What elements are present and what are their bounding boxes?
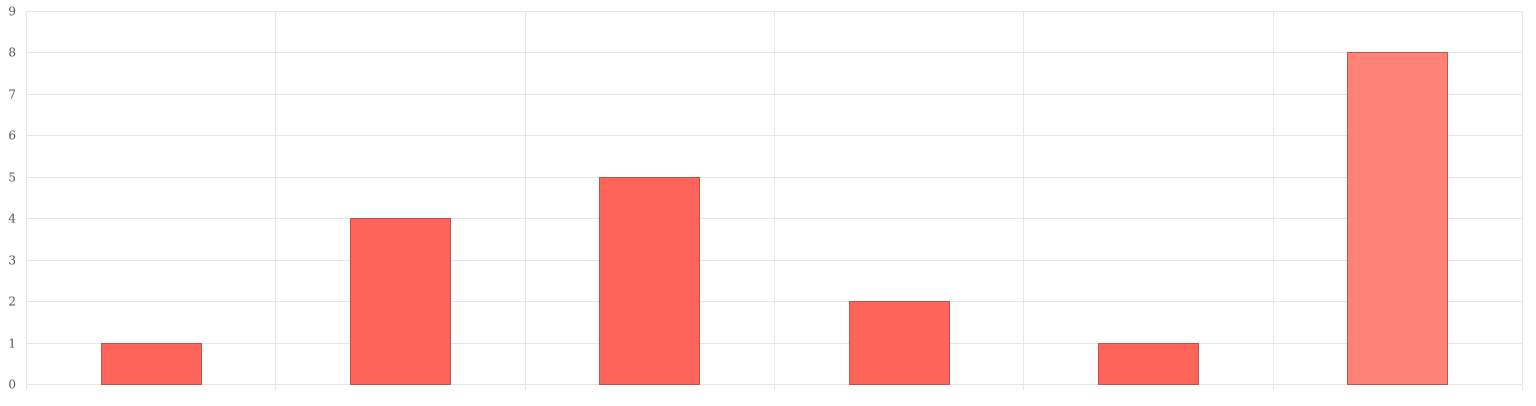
y-tick-label: 0 [8, 378, 16, 392]
bar-2[interactable] [350, 218, 451, 385]
y-tick-label: 8 [8, 46, 16, 60]
y-tick-label: 5 [8, 171, 16, 185]
y-tick-label: 2 [8, 295, 16, 309]
y-tick-label: 9 [8, 5, 16, 19]
bar-6[interactable] [1347, 52, 1448, 385]
y-tick-label: 4 [8, 212, 16, 226]
bar-5[interactable] [1098, 343, 1199, 385]
bar-1[interactable] [101, 343, 202, 385]
bar-4[interactable] [849, 301, 950, 385]
y-tick-label: 3 [8, 254, 16, 268]
y-tick-label: 6 [8, 129, 16, 143]
y-tick-label: 1 [8, 337, 16, 351]
y-axis-tick-labels: 0 1 2 3 4 5 6 7 8 9 [8, 5, 16, 392]
y-tick-label: 7 [8, 88, 16, 102]
bars [101, 52, 1448, 385]
bar-3[interactable] [599, 177, 700, 385]
grid [26, 11, 1523, 390]
